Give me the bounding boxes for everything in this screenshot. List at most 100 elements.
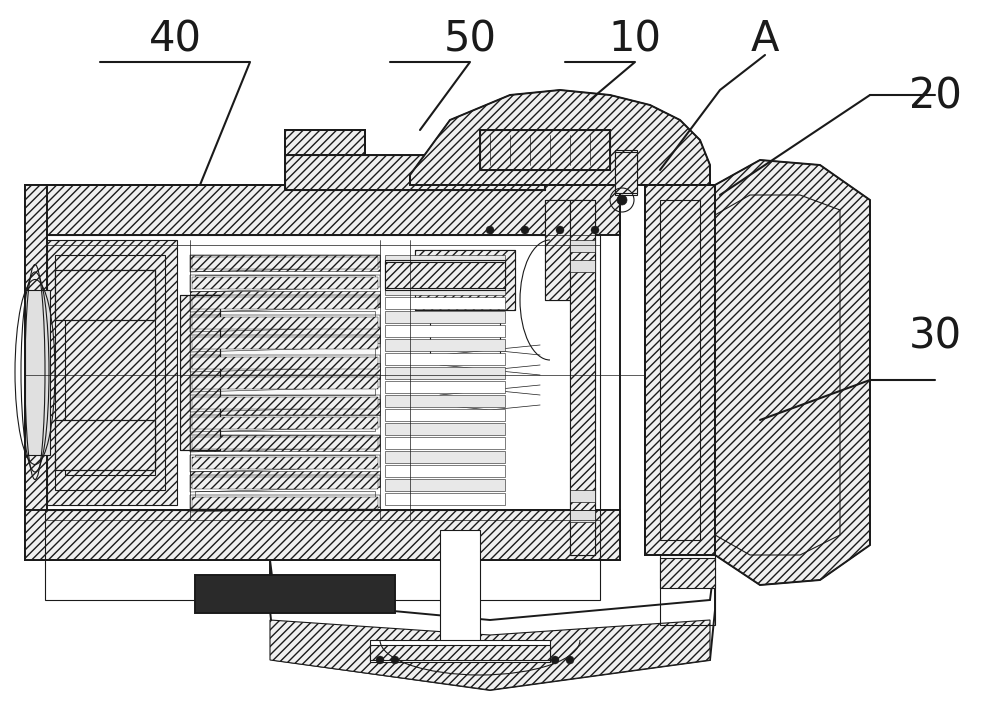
Bar [545,200,575,300]
Bar [370,645,550,660]
Bar [660,200,700,540]
Bar [570,510,595,522]
Bar [25,185,620,560]
Bar [195,491,375,503]
Text: A: A [751,19,779,60]
Bar [385,423,505,435]
Bar [192,457,378,469]
Bar [385,297,505,309]
Text: 50: 50 [444,19,497,60]
Bar [385,311,505,323]
Bar [385,395,505,407]
Bar [190,291,380,307]
Bar [45,235,600,515]
Bar [55,255,165,490]
Text: 20: 20 [909,76,961,117]
Bar [192,337,378,349]
Bar [190,255,380,271]
Bar [570,490,595,502]
Polygon shape [410,90,710,185]
Bar [285,155,545,190]
Bar [192,257,378,269]
Bar [190,507,380,523]
Text: 10: 10 [608,19,662,60]
Bar [190,327,380,343]
Bar [385,409,505,421]
Circle shape [521,226,529,234]
Bar [480,130,610,170]
Bar [195,419,375,431]
Bar [55,420,155,470]
Bar [65,270,155,475]
Bar [545,200,575,300]
Bar [25,290,50,455]
Circle shape [376,656,384,664]
Bar [570,200,595,555]
Bar [385,367,505,379]
Bar [192,297,378,309]
Bar [47,240,177,505]
Bar [385,339,505,351]
Bar [190,363,380,379]
Bar [55,270,155,320]
Bar [180,295,220,450]
Text: 40: 40 [149,19,202,60]
Circle shape [591,226,599,234]
Bar [195,383,375,395]
Bar [570,200,595,555]
Bar [385,479,505,491]
Bar [385,262,505,288]
Bar [660,558,715,588]
Bar [195,575,395,613]
Bar [570,260,595,272]
Bar [285,130,365,190]
Bar [415,250,515,310]
Bar [25,185,47,560]
Bar [385,451,505,463]
Bar [192,397,378,409]
Bar [192,377,378,389]
Bar [180,295,220,450]
Bar [195,311,375,323]
Bar [192,317,378,329]
Bar [25,510,620,560]
Bar [615,152,637,193]
Bar [192,477,378,489]
Circle shape [617,195,627,205]
Bar [370,640,550,662]
Polygon shape [715,160,870,585]
Polygon shape [270,620,710,690]
Bar [192,357,378,369]
Bar [190,399,380,415]
Bar [25,510,620,560]
Circle shape [391,656,399,664]
Bar [195,275,375,287]
Bar [385,465,505,477]
Bar [45,510,600,600]
Bar [385,437,505,449]
Bar [55,420,155,470]
Bar [190,471,380,487]
Bar [415,250,515,310]
Circle shape [551,656,559,664]
Bar [285,130,365,190]
Bar [645,185,715,555]
Bar [192,497,378,509]
Bar [385,353,505,365]
Bar [645,185,715,555]
Bar [385,260,505,290]
Bar [192,437,378,449]
Bar [440,530,480,660]
Bar [192,277,378,289]
Bar [25,185,620,235]
Bar [190,435,380,451]
Circle shape [556,226,564,234]
Circle shape [486,226,494,234]
Bar [192,417,378,429]
Bar [385,283,505,295]
Bar [385,255,505,267]
Bar [385,325,505,337]
Circle shape [566,656,574,664]
Bar [385,381,505,393]
Text: 30: 30 [908,315,962,357]
